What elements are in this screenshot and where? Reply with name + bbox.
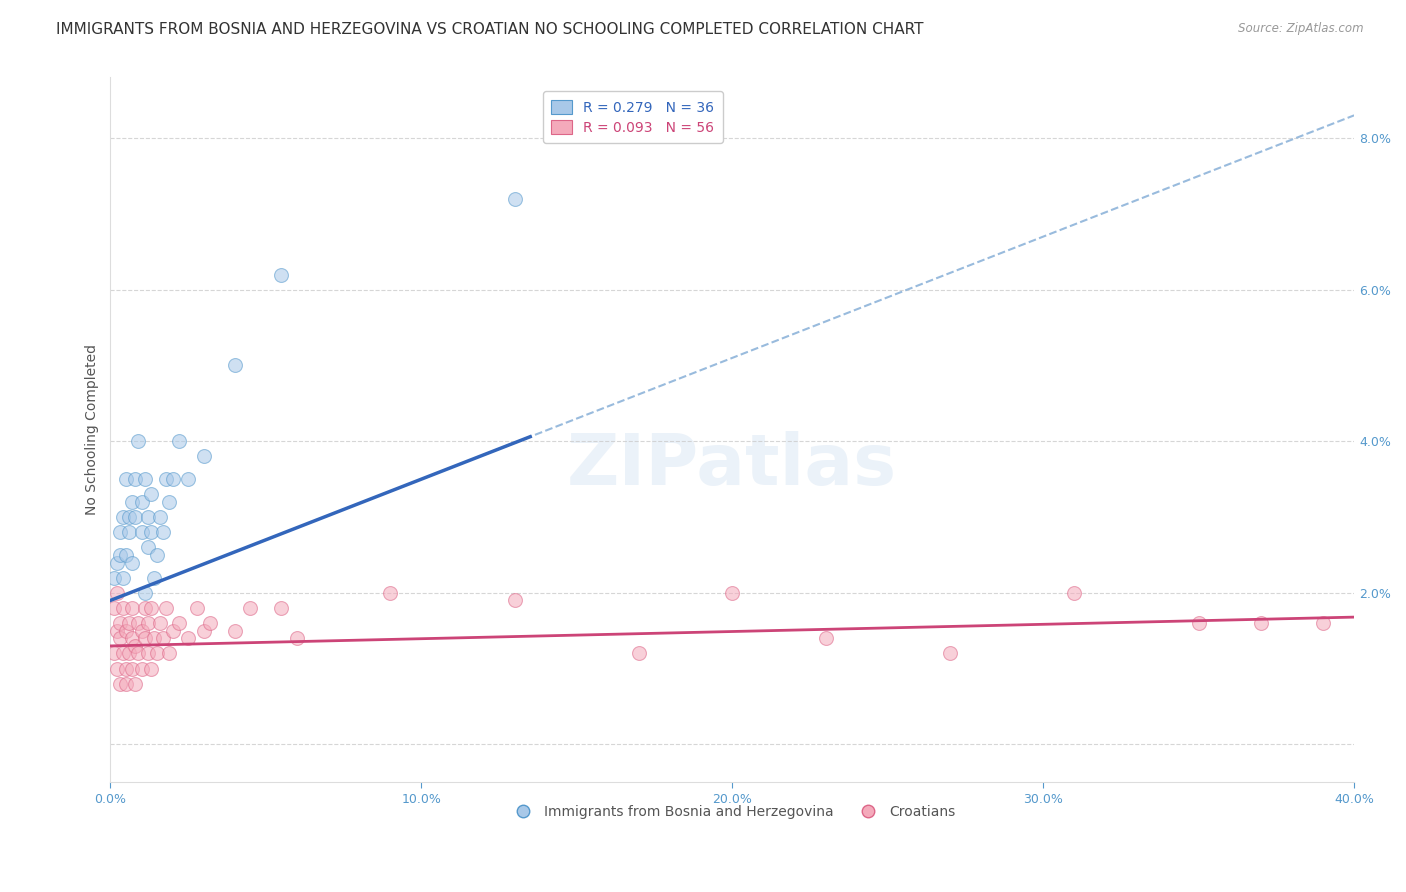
Point [111, 601, 134, 615]
Y-axis label: No Schooling Completed: No Schooling Completed [86, 344, 100, 516]
Point [224, 359, 246, 373]
Point [118, 616, 141, 631]
Point [159, 647, 181, 661]
Point [118, 525, 141, 540]
Point [1063, 586, 1085, 600]
Point [162, 624, 184, 638]
Point [167, 616, 190, 631]
Point [152, 632, 174, 646]
Point [721, 586, 744, 600]
Point [118, 647, 141, 661]
Point [121, 662, 143, 676]
Point [155, 601, 177, 615]
Point [939, 647, 962, 661]
Point [127, 434, 149, 449]
Point [115, 624, 138, 638]
Point [142, 571, 165, 585]
Point [177, 632, 200, 646]
Point [146, 548, 169, 562]
Point [134, 586, 156, 600]
Point [136, 510, 159, 524]
Text: IMMIGRANTS FROM BOSNIA AND HERZEGOVINA VS CROATIAN NO SCHOOLING COMPLETED CORREL: IMMIGRANTS FROM BOSNIA AND HERZEGOVINA V… [56, 22, 924, 37]
Point [139, 662, 162, 676]
Point [124, 510, 146, 524]
Point [193, 624, 215, 638]
Point [142, 632, 165, 646]
Point [149, 616, 172, 631]
Point [134, 472, 156, 486]
Point [1250, 616, 1272, 631]
Point [108, 632, 131, 646]
Point [127, 647, 149, 661]
Point [155, 472, 177, 486]
Point [131, 525, 153, 540]
Point [124, 472, 146, 486]
Point [121, 556, 143, 570]
Point [121, 601, 143, 615]
Point [121, 632, 143, 646]
Point [115, 677, 138, 691]
Point [193, 450, 215, 464]
Point [103, 647, 125, 661]
Point [124, 639, 146, 653]
Point [108, 548, 131, 562]
Point [149, 510, 172, 524]
Point [134, 632, 156, 646]
Point [139, 601, 162, 615]
Point [503, 192, 526, 206]
Point [380, 586, 402, 600]
Point [186, 601, 208, 615]
Point [285, 632, 308, 646]
Point [146, 647, 169, 661]
Point [103, 601, 125, 615]
Point [131, 662, 153, 676]
Text: ZIPatlas: ZIPatlas [567, 431, 897, 500]
Point [152, 525, 174, 540]
Point [105, 624, 128, 638]
Point [136, 616, 159, 631]
Point [136, 647, 159, 661]
Point [627, 647, 650, 661]
Point [111, 571, 134, 585]
Point [134, 601, 156, 615]
Point [118, 510, 141, 524]
Point [159, 495, 181, 509]
Point [139, 487, 162, 501]
Point [115, 548, 138, 562]
Point [1312, 616, 1334, 631]
Point [131, 495, 153, 509]
Point [270, 601, 292, 615]
Point [124, 677, 146, 691]
Point [270, 268, 292, 282]
Point [108, 677, 131, 691]
Point [503, 593, 526, 607]
Point [167, 434, 190, 449]
Point [136, 541, 159, 555]
Point [108, 616, 131, 631]
Text: Source: ZipAtlas.com: Source: ZipAtlas.com [1239, 22, 1364, 36]
Point [115, 662, 138, 676]
Point [121, 495, 143, 509]
Point [1188, 616, 1211, 631]
Point [177, 472, 200, 486]
Point [105, 586, 128, 600]
Point [111, 510, 134, 524]
Point [103, 571, 125, 585]
Point [131, 624, 153, 638]
Point [105, 556, 128, 570]
Point [139, 525, 162, 540]
Point [108, 525, 131, 540]
Point [111, 647, 134, 661]
Point [162, 472, 184, 486]
Point [115, 472, 138, 486]
Point [239, 601, 262, 615]
Point [127, 616, 149, 631]
Legend: Immigrants from Bosnia and Herzegovina, Croatians: Immigrants from Bosnia and Herzegovina, … [503, 799, 960, 825]
Point [814, 632, 837, 646]
Point [105, 662, 128, 676]
Point [224, 624, 246, 638]
Point [198, 616, 221, 631]
